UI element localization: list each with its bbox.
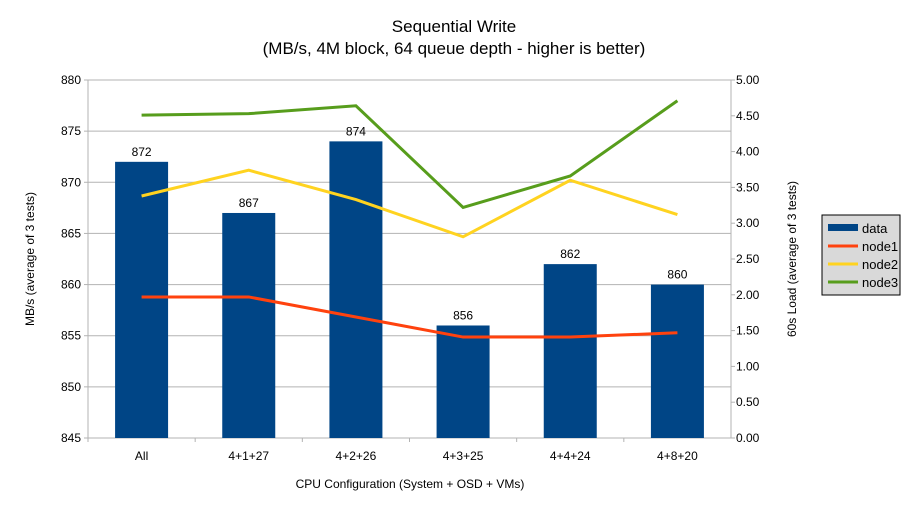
data-label: 862 <box>560 247 580 261</box>
y2-tick-label: 2.00 <box>736 288 760 302</box>
y2-tick-label: 0.00 <box>736 431 760 445</box>
y2-tick-label: 1.00 <box>736 359 760 373</box>
legend-label: node3 <box>862 275 898 290</box>
x-tick-label: 4+2+26 <box>336 449 377 463</box>
chart-subtitle: (MB/s, 4M block, 64 queue depth - higher… <box>263 39 646 58</box>
y-tick-label: 880 <box>61 73 81 87</box>
bar <box>543 264 597 438</box>
legend: data node1 node2 node3 <box>821 214 901 296</box>
y2-tick-label: 2.50 <box>736 252 760 266</box>
y2-tick-label: 4.50 <box>736 109 760 123</box>
x-axis-label: CPU Configuration (System + OSD + VMs) <box>296 477 525 491</box>
legend-label: node2 <box>862 257 898 272</box>
y2-tick-label: 5.00 <box>736 73 760 87</box>
x-tick-label: All <box>135 449 148 463</box>
y-tick-label: 865 <box>61 226 81 240</box>
bar <box>329 141 383 438</box>
y-tick-label: 870 <box>61 175 81 189</box>
y-tick-label: 845 <box>61 431 81 445</box>
x-tick-label: 4+8+20 <box>657 449 698 463</box>
data-label: 856 <box>453 308 473 322</box>
series-line-node1 <box>141 295 678 339</box>
legend-label: data <box>862 221 888 236</box>
y2-tick-label: 3.00 <box>736 216 760 230</box>
legend-swatch <box>828 224 858 231</box>
y-tick-label: 875 <box>61 124 81 138</box>
bar <box>650 284 704 438</box>
bar <box>436 325 490 438</box>
y2-tick-label: 1.50 <box>736 324 760 338</box>
bar <box>222 212 276 438</box>
data-label: 860 <box>667 268 687 282</box>
series-line-node3 <box>141 99 679 210</box>
legend-label: node1 <box>862 239 898 254</box>
y2-axis-label: 60s Load (average of 3 tests) <box>785 181 799 337</box>
y-axis-label: MB/s (average of 3 tests) <box>23 192 37 326</box>
y2-tick-label: 0.50 <box>736 395 760 409</box>
bar <box>115 161 169 439</box>
x-tick-label: 4+1+27 <box>228 449 269 463</box>
x-tick-label: 4+3+25 <box>443 449 484 463</box>
series-line-node2 <box>141 168 678 239</box>
data-label: 872 <box>132 145 152 159</box>
y2-tick-label: 3.50 <box>736 180 760 194</box>
y2-tick-label: 4.00 <box>736 145 760 159</box>
y-tick-label: 860 <box>61 278 81 292</box>
y-tick-label: 850 <box>61 380 81 394</box>
chart-title: Sequential Write <box>392 17 516 36</box>
x-tick-label: 4+4+24 <box>550 449 591 463</box>
data-label: 867 <box>239 196 259 210</box>
data-label: 874 <box>346 124 366 138</box>
y-tick-label: 855 <box>61 329 81 343</box>
